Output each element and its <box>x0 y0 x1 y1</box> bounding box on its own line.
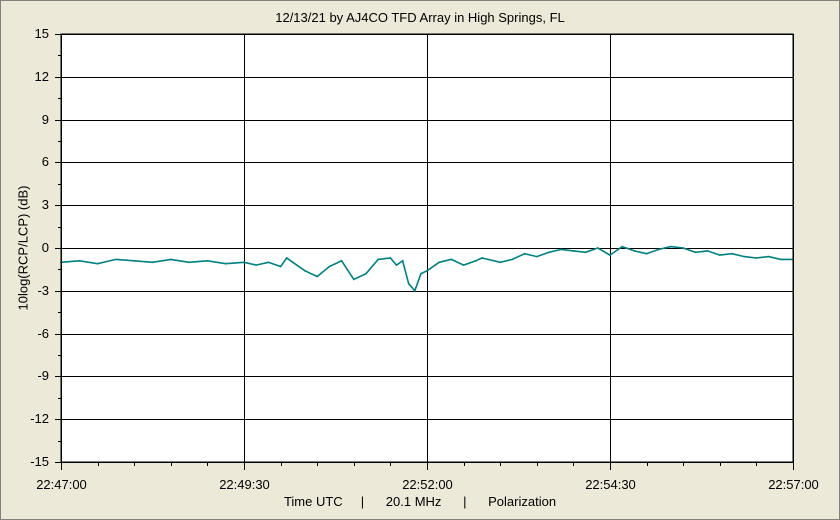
y-tick-label: 3 <box>42 197 49 212</box>
data-point <box>609 254 611 256</box>
data-point <box>407 282 410 285</box>
data-point <box>115 258 117 261</box>
x-tick-labels: 22:47:00 22:49:30 22:52:00 22:54:30 22:57:00 <box>36 477 819 492</box>
y-tick-label: 12 <box>35 69 49 84</box>
data-point <box>670 245 672 248</box>
data-point <box>706 250 709 252</box>
data-point <box>548 251 550 254</box>
data-point <box>535 255 538 258</box>
data-point <box>731 252 733 255</box>
data-point <box>523 252 526 255</box>
data-point <box>487 258 489 261</box>
x-tick-label: 22:57:00 <box>768 477 819 492</box>
y-tick-label: 9 <box>42 112 49 127</box>
data-point <box>621 245 624 248</box>
data-point <box>401 259 404 262</box>
data-point <box>450 258 453 261</box>
data-point <box>755 257 758 259</box>
data-point <box>645 252 648 255</box>
data-point <box>304 269 306 272</box>
data-point <box>291 261 294 264</box>
y-tick-label: 15 <box>35 26 49 41</box>
data-point <box>462 264 465 266</box>
y-tick-label: -9 <box>37 368 49 383</box>
chart-title: 12/13/21 by AJ4CO TFD Array in High Spri… <box>275 10 565 25</box>
data-point <box>377 258 380 261</box>
data-point <box>657 248 660 251</box>
data-point <box>511 258 514 261</box>
series-group <box>60 245 794 293</box>
data-point <box>743 255 746 258</box>
data-point <box>481 257 483 259</box>
data-point <box>224 262 227 265</box>
data-point <box>133 259 136 262</box>
data-point <box>395 264 398 266</box>
data-point <box>389 257 392 259</box>
chart-footer: Time UTC | 20.1 MHz | Polarization <box>283 494 557 509</box>
x-tick-label: 22:54:30 <box>585 477 636 492</box>
y-tick-label: -6 <box>37 326 49 341</box>
data-point <box>426 269 428 272</box>
y-axis-label: 10log(RCP/LCP) (dB) <box>15 186 30 311</box>
data-point <box>499 261 502 264</box>
data-point <box>267 261 270 264</box>
data-point <box>352 278 355 281</box>
y-tick-label: 6 <box>42 154 49 169</box>
data-point <box>279 265 282 268</box>
y-tick-label: -15 <box>30 454 49 469</box>
data-point <box>328 265 331 268</box>
data-point <box>151 261 154 264</box>
data-point <box>718 254 721 256</box>
data-point <box>560 248 563 251</box>
data-point <box>285 257 288 259</box>
x-tick-label: 22:52:00 <box>402 477 453 492</box>
data-point <box>96 262 99 265</box>
data-point <box>474 259 477 262</box>
y-tick-label: -12 <box>30 411 49 426</box>
data-point <box>78 259 81 262</box>
y-tick-label: -3 <box>37 283 49 298</box>
y-tick-label: 0 <box>42 240 49 255</box>
data-point <box>340 259 343 262</box>
data-point <box>420 272 422 275</box>
y-tick-labels: 15 12 9 6 3 0 -3 -6 -9 -12 -15 <box>30 26 49 469</box>
data-point <box>767 255 770 258</box>
x-tick-label: 22:49:30 <box>219 477 270 492</box>
data-point <box>243 261 245 264</box>
data-point <box>779 258 782 261</box>
x-tick-label: 22:47:00 <box>36 477 87 492</box>
data-point <box>633 250 636 252</box>
plot-border <box>60 33 794 463</box>
data-point <box>316 275 319 278</box>
data-point <box>682 247 685 249</box>
data-point <box>694 251 697 254</box>
data-point <box>572 250 575 252</box>
data-point <box>255 264 258 266</box>
data-point <box>206 259 209 262</box>
data-point <box>413 289 416 292</box>
data-point <box>438 261 441 264</box>
data-point <box>596 247 599 249</box>
data-point <box>365 272 367 275</box>
data-point <box>169 258 172 261</box>
data-point <box>188 261 191 264</box>
data-point <box>584 251 587 254</box>
